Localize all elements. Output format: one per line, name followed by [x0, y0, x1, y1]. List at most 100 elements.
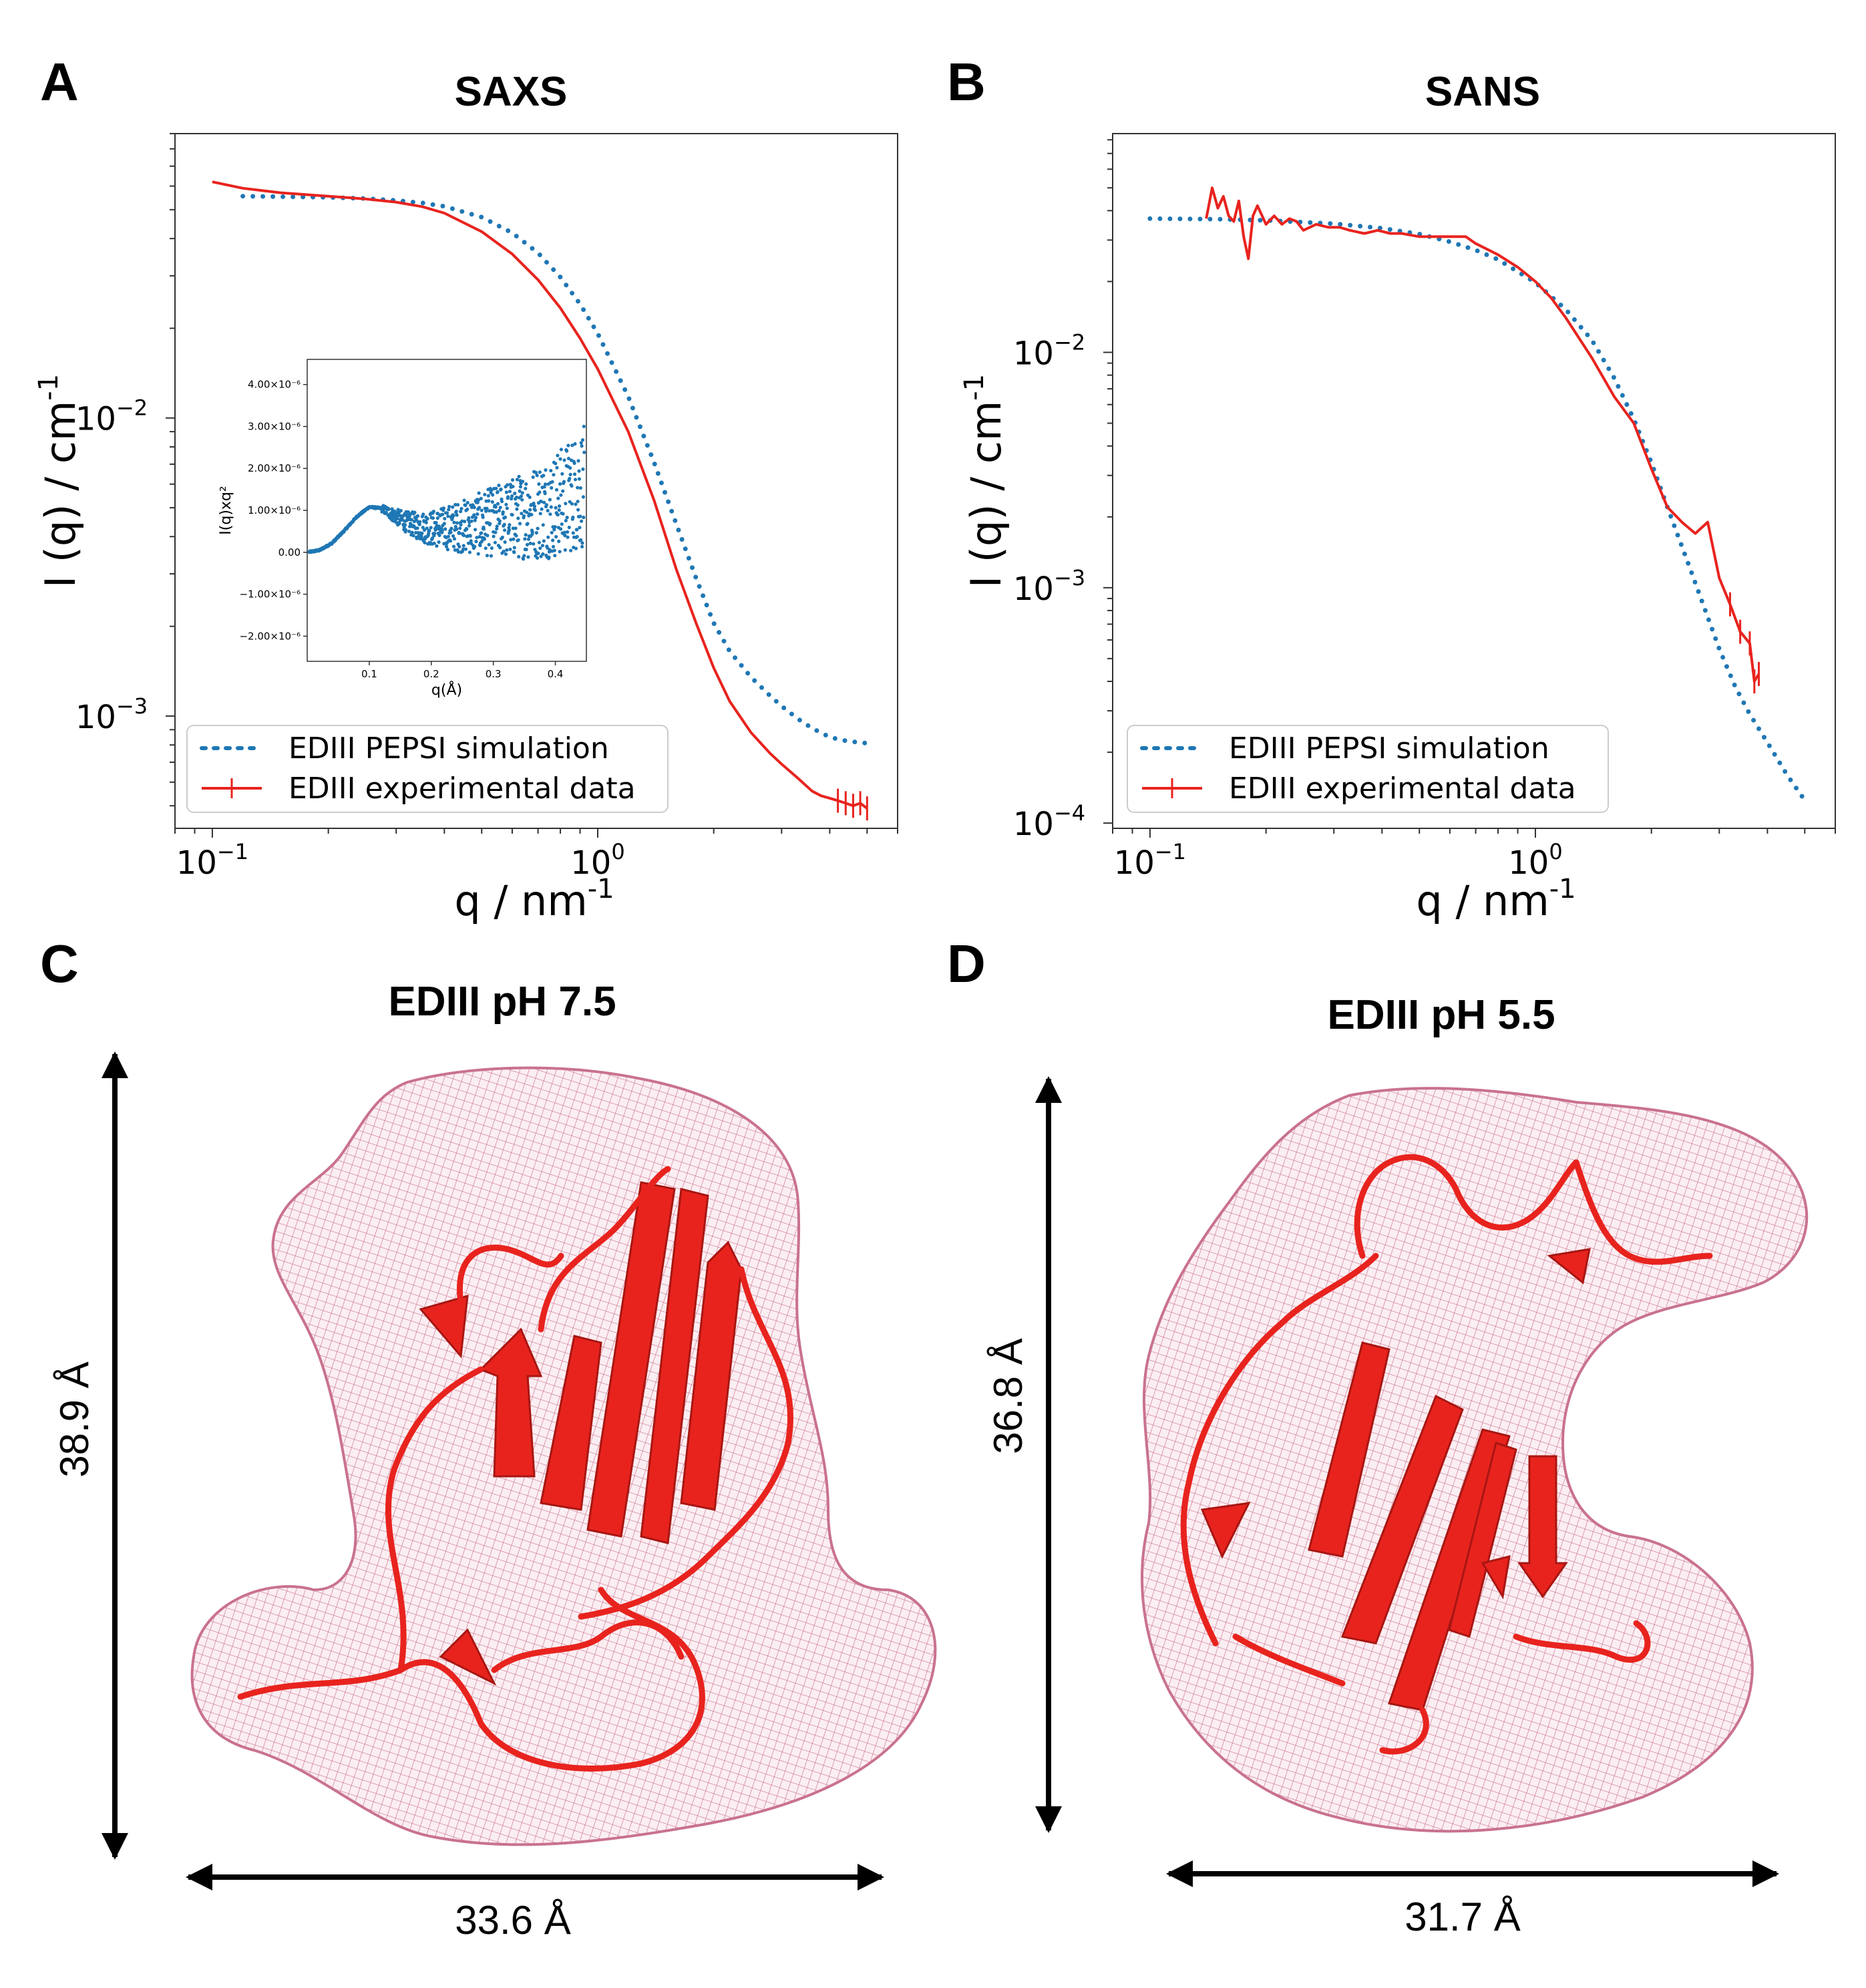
panel-letter-d: D	[947, 934, 986, 993]
inset-point	[556, 454, 560, 458]
inset-point	[579, 538, 583, 542]
inset-point	[562, 480, 566, 484]
inset-point	[581, 495, 586, 499]
inset-point	[504, 490, 509, 494]
inset-point	[536, 526, 540, 530]
inset-point	[461, 544, 465, 548]
inset-point	[456, 550, 461, 554]
inset-point	[422, 528, 427, 532]
inset-point	[446, 534, 450, 538]
inset-point	[482, 537, 487, 541]
y-tick-label: 10−3	[1013, 565, 1085, 608]
inset-point	[576, 500, 580, 504]
saxs-legend-exp-label: EDIII experimental data	[289, 772, 636, 806]
inset-point	[535, 474, 539, 478]
inset-point	[538, 546, 542, 550]
inset-point	[540, 500, 544, 504]
inset-point	[522, 514, 526, 518]
sans-legend-box	[1127, 725, 1609, 813]
inset-point	[440, 528, 444, 533]
inset-point	[570, 484, 574, 488]
inset-y-tick-label: 3.00×10⁻⁶	[248, 420, 301, 432]
inset-point	[467, 524, 472, 528]
inset-point	[459, 506, 463, 510]
sans-legend-exp-label: EDIII experimental data	[1229, 772, 1576, 806]
inset-point	[520, 512, 524, 516]
inset-point	[562, 458, 566, 462]
inset-point	[537, 540, 542, 544]
inset-point	[474, 516, 478, 520]
inset-point	[399, 508, 403, 513]
inset-point	[528, 541, 532, 546]
inset-point	[520, 491, 524, 495]
inset-point	[404, 528, 408, 532]
inset-point	[567, 525, 571, 530]
inset-point	[549, 505, 553, 509]
inset-point	[411, 534, 415, 538]
inset-point	[542, 474, 546, 478]
inset-point	[486, 494, 490, 498]
inset-point	[502, 549, 506, 553]
sans-series	[1147, 186, 1807, 803]
inset-point	[451, 544, 456, 548]
saxs-y-axis-label: I (q) / cm-1	[33, 374, 85, 588]
inset-point	[505, 506, 509, 510]
inset-point	[514, 495, 519, 500]
sans-y-tick-labels: 10−4 10−3 10−2	[1013, 329, 1085, 843]
inset-point	[474, 540, 478, 544]
inset-point	[515, 478, 520, 482]
inset-point	[566, 530, 570, 534]
inset-point	[451, 505, 455, 509]
inset-point	[517, 474, 521, 478]
experimental-curve	[212, 180, 868, 810]
inset-point	[420, 531, 424, 536]
inset-point	[494, 505, 498, 509]
inset-point	[485, 506, 489, 510]
inset-point	[498, 519, 502, 523]
inset-point	[544, 468, 548, 472]
inset-point	[505, 548, 509, 552]
inset-point	[509, 538, 513, 542]
inset-point	[526, 537, 531, 541]
inset-point	[502, 522, 506, 526]
inset-point	[574, 546, 578, 550]
inset-point	[518, 485, 523, 489]
inset-point	[445, 548, 450, 552]
inset-point	[503, 528, 507, 532]
inset-point	[469, 539, 473, 543]
inset-point	[490, 500, 494, 504]
inset-point	[457, 531, 461, 535]
inset-point	[569, 548, 573, 552]
inset-point	[533, 508, 538, 512]
inset-point	[576, 459, 580, 463]
inset-point	[546, 535, 550, 539]
inset-point	[552, 548, 556, 552]
inset-point	[512, 537, 516, 541]
inset-point	[485, 554, 490, 558]
inset-point	[483, 492, 487, 496]
inset-point	[445, 511, 449, 515]
protein-ribbon-ph75	[419, 1181, 743, 1686]
inset-point	[560, 472, 564, 476]
inset-point	[423, 540, 427, 544]
inset-point	[414, 517, 418, 522]
inset-point	[508, 547, 512, 552]
inset-x-tick-label: 0.1	[361, 668, 377, 680]
saxs-title: SAXS	[455, 69, 568, 115]
inset-point	[452, 520, 456, 524]
inset-point	[559, 448, 564, 452]
inset-x-tick-label: 0.3	[486, 668, 502, 680]
inset-point	[437, 533, 441, 538]
inset-point	[548, 498, 552, 502]
inset-point	[561, 512, 565, 516]
inset-point	[514, 526, 518, 530]
inset-point	[564, 502, 568, 506]
inset-point	[493, 540, 498, 544]
inset-point	[582, 515, 586, 520]
inset-point	[459, 510, 463, 514]
inset-point	[455, 521, 459, 525]
inset-point	[503, 540, 507, 544]
inset-point	[542, 539, 546, 543]
inset-point	[468, 534, 472, 538]
inset-point	[508, 482, 512, 486]
